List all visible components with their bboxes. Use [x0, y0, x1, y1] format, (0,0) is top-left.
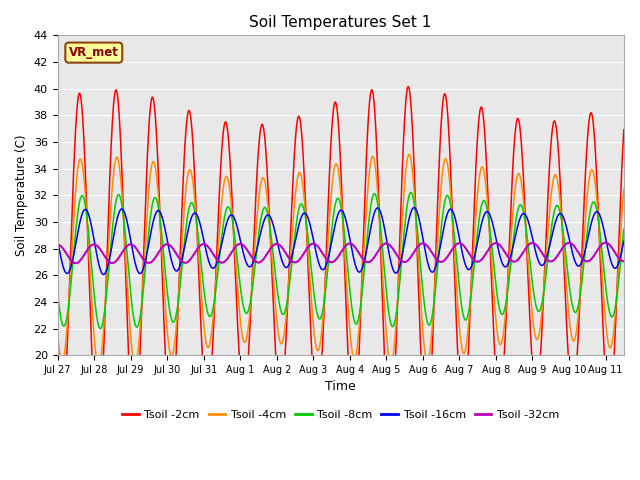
Title: Soil Temperatures Set 1: Soil Temperatures Set 1: [250, 15, 432, 30]
Tsoil -4cm: [54, 329, 61, 335]
Tsoil -8cm: [344, 270, 352, 276]
Y-axis label: Soil Temperature (C): Soil Temperature (C): [15, 134, 28, 256]
Tsoil -32cm: [72, 260, 79, 266]
Tsoil -4cm: [344, 304, 352, 310]
Tsoil -32cm: [426, 246, 433, 252]
Tsoil -32cm: [54, 242, 61, 248]
Line: Tsoil -8cm: Tsoil -8cm: [58, 192, 624, 329]
Text: VR_met: VR_met: [69, 46, 119, 59]
Tsoil -32cm: [533, 243, 541, 249]
Tsoil -4cm: [426, 348, 434, 354]
Tsoil -16cm: [100, 272, 108, 277]
Tsoil -8cm: [54, 289, 61, 295]
Tsoil -32cm: [620, 258, 628, 264]
Tsoil -4cm: [620, 186, 628, 192]
Tsoil -2cm: [87, 322, 95, 327]
Tsoil -2cm: [344, 355, 352, 360]
Tsoil -16cm: [344, 228, 352, 233]
Line: Tsoil -32cm: Tsoil -32cm: [58, 243, 624, 263]
Tsoil -4cm: [409, 170, 417, 176]
Tsoil -4cm: [87, 282, 95, 288]
Tsoil -2cm: [94, 430, 102, 435]
Tsoil -2cm: [54, 390, 61, 396]
Line: Tsoil -16cm: Tsoil -16cm: [58, 207, 624, 275]
Tsoil -8cm: [601, 273, 609, 279]
Tsoil -16cm: [54, 237, 61, 243]
X-axis label: Time: Time: [325, 381, 356, 394]
Tsoil -4cm: [533, 337, 541, 343]
Tsoil -4cm: [601, 306, 609, 312]
Tsoil -8cm: [97, 326, 104, 332]
Tsoil -16cm: [601, 230, 609, 236]
Tsoil -16cm: [87, 220, 95, 226]
Tsoil -4cm: [95, 363, 102, 369]
Tsoil -32cm: [600, 240, 608, 246]
Tsoil -8cm: [533, 307, 541, 312]
Tsoil -8cm: [409, 192, 417, 198]
Tsoil -32cm: [408, 252, 416, 258]
Tsoil -2cm: [404, 84, 412, 89]
Tsoil -2cm: [620, 127, 628, 132]
Line: Tsoil -4cm: Tsoil -4cm: [58, 155, 624, 366]
Tsoil -2cm: [426, 395, 434, 401]
Tsoil -32cm: [87, 243, 95, 249]
Tsoil -16cm: [408, 206, 416, 212]
Tsoil -8cm: [87, 254, 95, 260]
Tsoil -2cm: [601, 355, 609, 361]
Legend: Tsoil -2cm, Tsoil -4cm, Tsoil -8cm, Tsoil -16cm, Tsoil -32cm: Tsoil -2cm, Tsoil -4cm, Tsoil -8cm, Tsoi…: [118, 406, 563, 424]
Line: Tsoil -2cm: Tsoil -2cm: [58, 86, 624, 432]
Tsoil -32cm: [602, 240, 609, 246]
Tsoil -8cm: [620, 226, 628, 232]
Tsoil -4cm: [405, 152, 413, 157]
Tsoil -16cm: [410, 204, 418, 210]
Tsoil -2cm: [409, 130, 417, 136]
Tsoil -16cm: [533, 255, 541, 261]
Tsoil -8cm: [426, 322, 434, 327]
Tsoil -32cm: [344, 241, 352, 247]
Tsoil -8cm: [407, 190, 415, 195]
Tsoil -2cm: [533, 386, 541, 392]
Tsoil -16cm: [620, 238, 628, 244]
Tsoil -16cm: [426, 266, 434, 272]
